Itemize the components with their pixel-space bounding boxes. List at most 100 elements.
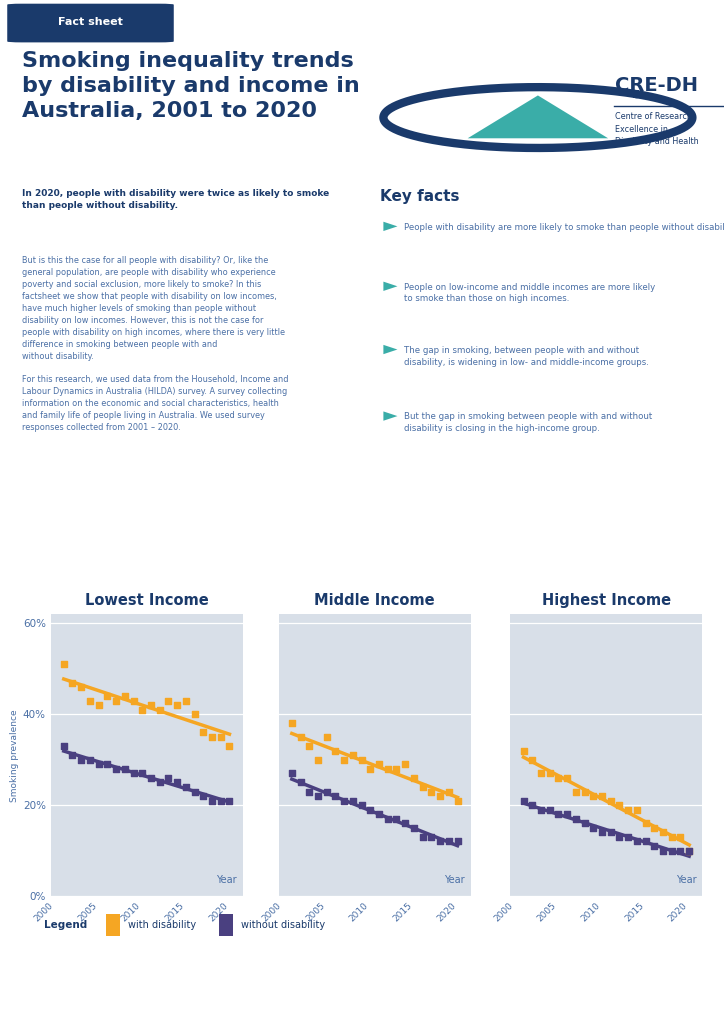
- Bar: [219, 913, 233, 936]
- Title: Lowest Income: Lowest Income: [85, 593, 209, 607]
- Point: [675, 828, 686, 845]
- Point: [570, 783, 581, 800]
- Point: [535, 802, 547, 818]
- Point: [614, 797, 626, 813]
- Point: [526, 797, 538, 813]
- Point: [355, 752, 367, 768]
- Point: [683, 843, 695, 859]
- Polygon shape: [384, 222, 397, 231]
- Point: [400, 815, 411, 831]
- Point: [347, 793, 358, 809]
- Text: Smoking inequality trends
by disability and income in
Australia, 2001 to 2020: Smoking inequality trends by disability …: [22, 51, 360, 121]
- Point: [127, 765, 139, 781]
- Point: [614, 828, 626, 845]
- Point: [391, 761, 403, 777]
- Point: [417, 779, 429, 796]
- Point: [552, 770, 564, 786]
- Point: [374, 756, 385, 772]
- Text: But is this the case for all people with disability? Or, like the
general popula: But is this the case for all people with…: [22, 256, 288, 432]
- Point: [215, 793, 227, 809]
- Point: [58, 738, 70, 755]
- Point: [286, 765, 298, 781]
- Point: [657, 824, 669, 841]
- Point: [382, 811, 394, 827]
- Point: [146, 697, 157, 714]
- Point: [596, 787, 607, 804]
- Point: [180, 692, 192, 709]
- FancyBboxPatch shape: [7, 4, 174, 42]
- Point: [552, 806, 564, 822]
- Point: [189, 783, 201, 800]
- Point: [206, 729, 218, 745]
- Point: [84, 752, 96, 768]
- Point: [338, 793, 350, 809]
- Point: [649, 838, 660, 854]
- Point: [666, 828, 678, 845]
- Point: [110, 761, 122, 777]
- Point: [535, 765, 547, 781]
- Point: [587, 819, 599, 836]
- Point: [172, 774, 183, 791]
- Point: [101, 688, 113, 705]
- Point: [136, 765, 148, 781]
- Point: [329, 787, 341, 804]
- Point: [596, 824, 607, 841]
- Y-axis label: Smoking prevalence: Smoking prevalence: [9, 709, 19, 802]
- Point: [286, 715, 298, 731]
- Point: [683, 843, 695, 859]
- Text: But the gap in smoking between people with and without
disability is closing in : But the gap in smoking between people wi…: [405, 413, 653, 433]
- Point: [675, 843, 686, 859]
- Point: [391, 811, 403, 827]
- Point: [605, 793, 617, 809]
- Text: Year: Year: [445, 874, 465, 885]
- Point: [312, 752, 324, 768]
- Point: [623, 828, 634, 845]
- Polygon shape: [468, 95, 608, 138]
- Point: [382, 761, 394, 777]
- Point: [58, 656, 70, 673]
- Point: [417, 828, 429, 845]
- Text: Year: Year: [216, 874, 237, 885]
- Point: [224, 738, 235, 755]
- Polygon shape: [384, 345, 397, 354]
- Point: [578, 815, 590, 831]
- Point: [321, 729, 332, 745]
- Polygon shape: [384, 282, 397, 291]
- Point: [400, 756, 411, 772]
- Point: [146, 770, 157, 786]
- Bar: [106, 913, 120, 936]
- Point: [631, 834, 643, 850]
- Point: [578, 783, 590, 800]
- Point: [666, 843, 678, 859]
- Point: [93, 697, 104, 714]
- Point: [426, 828, 437, 845]
- Point: [127, 692, 139, 709]
- Point: [374, 806, 385, 822]
- Point: [623, 802, 634, 818]
- Point: [544, 765, 555, 781]
- Point: [587, 787, 599, 804]
- Point: [180, 779, 192, 796]
- Title: Highest Income: Highest Income: [542, 593, 671, 607]
- Text: In 2020, people with disability were twice as likely to smoke
than people withou: In 2020, people with disability were twi…: [22, 189, 329, 210]
- Point: [189, 707, 201, 723]
- Point: [544, 802, 555, 818]
- Point: [338, 752, 350, 768]
- Point: [657, 843, 669, 859]
- Point: [329, 742, 341, 759]
- Text: Year: Year: [676, 874, 696, 885]
- Point: [640, 834, 652, 850]
- Point: [321, 783, 332, 800]
- Point: [198, 787, 209, 804]
- Point: [303, 783, 315, 800]
- Point: [224, 793, 235, 809]
- Point: [84, 692, 96, 709]
- Point: [452, 834, 463, 850]
- Title: Middle Income: Middle Income: [314, 593, 435, 607]
- Text: Key facts: Key facts: [380, 189, 460, 205]
- Point: [172, 697, 183, 714]
- Point: [452, 793, 463, 809]
- Point: [312, 787, 324, 804]
- Point: [154, 701, 166, 718]
- Text: CRE-DH: CRE-DH: [615, 76, 698, 95]
